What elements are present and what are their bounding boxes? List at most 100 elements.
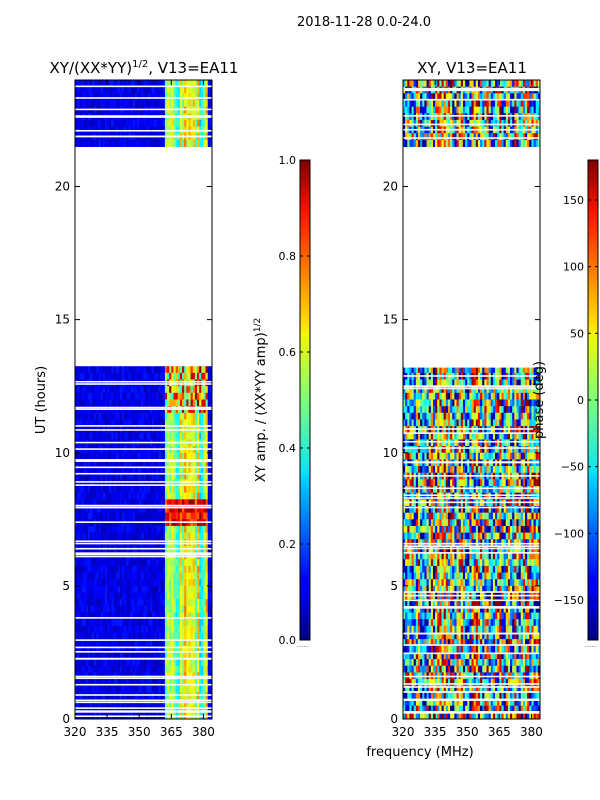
amp-cell bbox=[194, 119, 198, 127]
phase-cell bbox=[510, 139, 513, 147]
phase-cell bbox=[405, 113, 408, 121]
amp-cell bbox=[194, 705, 198, 713]
amp-cell bbox=[199, 525, 202, 534]
amp-cell bbox=[119, 419, 123, 427]
amp-cell bbox=[92, 612, 95, 620]
amp-cell bbox=[160, 652, 164, 660]
amp-cell bbox=[171, 452, 174, 460]
amp-cell bbox=[98, 685, 102, 693]
amp-cell bbox=[186, 665, 189, 673]
amp-cell bbox=[152, 639, 155, 647]
amp-cell bbox=[113, 685, 117, 693]
amp-cell bbox=[137, 572, 140, 580]
amp-cell bbox=[203, 386, 206, 394]
phase-cell bbox=[535, 119, 539, 127]
amp-cell bbox=[188, 412, 191, 420]
amp-cell bbox=[199, 705, 202, 713]
amp-cell bbox=[173, 692, 177, 700]
phase-cell bbox=[480, 366, 483, 374]
amp-cell bbox=[199, 379, 202, 387]
amp-cell bbox=[79, 386, 82, 394]
amp-flag-gap bbox=[75, 460, 212, 462]
amp-cell bbox=[149, 679, 153, 687]
amp-cell bbox=[209, 625, 212, 633]
amp-cell bbox=[92, 492, 95, 500]
amp-cell bbox=[205, 86, 209, 94]
amp-cell bbox=[203, 532, 206, 540]
amp-cell bbox=[141, 659, 144, 667]
amp-cell bbox=[162, 652, 166, 660]
amp-cell bbox=[173, 665, 177, 673]
amp-cell bbox=[126, 466, 129, 474]
amp-cell bbox=[177, 592, 181, 600]
amp-cell bbox=[160, 93, 164, 101]
amp-cell bbox=[124, 399, 127, 407]
amp-cell bbox=[152, 499, 155, 507]
amp-cell bbox=[171, 525, 174, 534]
amp-cell bbox=[179, 592, 183, 600]
amp-cell bbox=[149, 592, 153, 600]
amp-cell bbox=[137, 525, 140, 534]
amp-cell bbox=[179, 605, 183, 613]
amp-cell bbox=[205, 499, 209, 507]
amp-cell bbox=[162, 559, 166, 567]
amp-cell bbox=[94, 499, 97, 507]
phase-cell bbox=[486, 93, 490, 101]
amp-cell bbox=[122, 472, 125, 480]
amp-cell bbox=[124, 652, 127, 660]
amp-cell bbox=[92, 366, 95, 374]
amp-cell bbox=[152, 399, 155, 407]
amp-cell bbox=[173, 532, 177, 540]
phase-cell bbox=[475, 366, 479, 374]
amp-cell bbox=[134, 559, 138, 567]
phase-cell bbox=[447, 386, 451, 394]
amp-cell bbox=[137, 532, 140, 540]
amp-cell bbox=[130, 452, 134, 460]
amp-cell bbox=[134, 366, 138, 374]
amp-cell bbox=[205, 605, 209, 613]
amp-cell bbox=[177, 625, 181, 633]
amp-cell bbox=[89, 432, 93, 440]
amp-cell bbox=[128, 705, 132, 713]
amp-cell bbox=[207, 692, 211, 700]
phase-cell bbox=[409, 133, 412, 141]
amp-cell bbox=[92, 139, 95, 147]
phase-cell bbox=[439, 99, 442, 108]
amp-cell bbox=[137, 605, 140, 613]
amp-cell bbox=[126, 525, 129, 534]
amp-cell bbox=[197, 685, 200, 693]
amp-cell bbox=[115, 372, 119, 380]
phase-cell bbox=[460, 119, 464, 127]
amp-cell bbox=[190, 392, 194, 400]
amp-cell bbox=[143, 559, 147, 567]
amp-cell bbox=[209, 479, 212, 487]
amp-cell bbox=[141, 685, 144, 693]
amp-cell bbox=[89, 486, 93, 494]
amp-cell bbox=[143, 525, 147, 534]
phase-cell bbox=[426, 133, 430, 141]
amp-cell bbox=[194, 139, 198, 147]
amp-cell bbox=[79, 619, 82, 627]
amp-cell bbox=[104, 432, 108, 440]
phase-cell bbox=[424, 106, 427, 114]
amp-flag-gap bbox=[75, 707, 212, 709]
amp-cell bbox=[115, 472, 119, 480]
amp-cell bbox=[81, 599, 84, 607]
amp-cell bbox=[128, 119, 132, 127]
amp-cell bbox=[109, 139, 112, 147]
amp-cell bbox=[143, 532, 147, 540]
amp-cell bbox=[109, 579, 112, 587]
phase-cell bbox=[467, 139, 470, 147]
amp-cell bbox=[92, 559, 95, 567]
amp-cell bbox=[158, 93, 162, 101]
amp-cell bbox=[122, 86, 125, 94]
phase-cell bbox=[413, 106, 417, 114]
amp-cell bbox=[177, 379, 181, 387]
phase-cell bbox=[488, 139, 492, 147]
phase-cell bbox=[490, 119, 494, 127]
amp-cell bbox=[139, 592, 142, 600]
phase-cell bbox=[452, 113, 455, 121]
phase-cell bbox=[452, 386, 455, 394]
amp-cell bbox=[79, 479, 82, 487]
phase-cell bbox=[417, 386, 421, 394]
